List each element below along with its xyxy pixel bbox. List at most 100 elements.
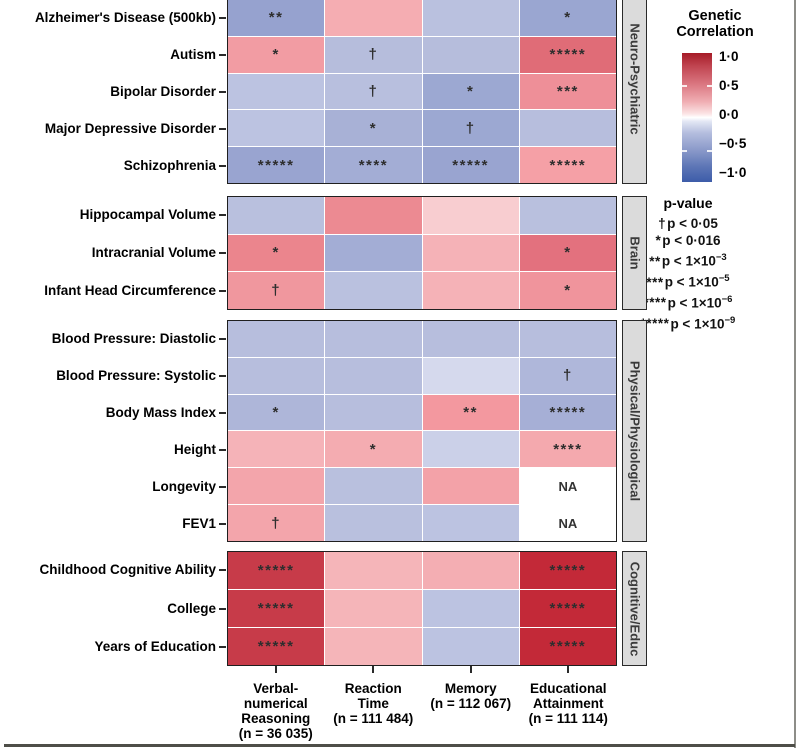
- heatmap-cell: †: [228, 505, 325, 541]
- pvalue-symbol: *: [655, 233, 662, 249]
- significance-mark: *: [564, 282, 572, 300]
- row-label: Hippocampal Volume: [79, 207, 216, 222]
- significance-mark: †: [271, 282, 282, 300]
- significance-mark: ****: [553, 440, 583, 458]
- heatmap-cell: [519, 197, 616, 234]
- colorbar-notch: [682, 149, 687, 152]
- heatmap-cell: **: [228, 0, 325, 36]
- heatmap-panel: ** * * † ***** † * *** * † ***** **** ***** *****: [227, 0, 617, 184]
- heatmap-cell: [325, 0, 422, 36]
- heatmap-cell: [422, 628, 519, 665]
- heatmap-panel: * * † *: [227, 196, 617, 310]
- y-axis-tick: [219, 607, 226, 610]
- panel-strip: Brain: [622, 196, 647, 310]
- panel-strip-label: Brain: [627, 236, 642, 270]
- y-axis-tick: [219, 54, 226, 57]
- na-label: NA: [558, 515, 578, 531]
- heatmap-cell: *: [228, 234, 325, 272]
- significance-mark: *****: [257, 562, 295, 579]
- significance-mark: *****: [549, 638, 587, 655]
- colorbar-tick-label: 0·5: [719, 78, 739, 93]
- pvalue-exponent: −6: [721, 293, 733, 305]
- row-label: College: [167, 600, 216, 616]
- column-label: Reaction Time (n = 111 484): [333, 681, 414, 726]
- significance-mark: *****: [549, 600, 587, 617]
- pvalue-symbol: †: [658, 216, 667, 231]
- significance-mark: *****: [257, 638, 295, 655]
- pvalue-text: p < 0·05: [667, 216, 718, 231]
- heatmap-cell: [422, 357, 519, 394]
- colorbar-tick-label: −1·0: [719, 165, 747, 180]
- heatmap-cell: *: [228, 394, 325, 431]
- column-label: Memory (n = 112 067): [430, 681, 512, 711]
- panel-strip-label: Physical/Physiological: [627, 360, 642, 502]
- heatmap-cell: [325, 394, 422, 431]
- image-bottom-border: [4, 744, 795, 747]
- column-label: Educational Attainment (n = 111 114): [528, 681, 608, 726]
- row-label: Blood Pressure: Systolic: [56, 367, 216, 383]
- pvalue-exponent: −5: [718, 273, 730, 285]
- significance-mark: *****: [549, 562, 587, 579]
- heatmap-panel: ***** ***** ***** ***** ***** *****: [227, 551, 617, 666]
- significance-mark: *: [466, 82, 475, 100]
- y-axis-tick: [219, 374, 226, 377]
- pvalue-text: p < 0·016: [662, 233, 721, 249]
- pvalue-text: p < 1×10: [661, 253, 716, 269]
- heatmap-cell: [325, 552, 422, 589]
- y-axis-tick: [219, 127, 226, 130]
- heatmap-cell: *****: [519, 628, 616, 665]
- heatmap-cell: *****: [228, 552, 325, 589]
- significance-mark: *: [564, 244, 572, 262]
- y-axis-tick: [219, 164, 226, 167]
- y-axis-tick: [219, 17, 226, 20]
- pvalue-legend-entry: *p < 0·016: [610, 232, 766, 249]
- pvalue-legend-entry: †p < 0·05: [610, 215, 766, 232]
- heatmap-cell: [228, 197, 325, 234]
- heatmap-cell: [228, 73, 325, 110]
- y-axis-tick: [219, 485, 226, 488]
- heatmap-cell: [422, 234, 519, 272]
- heatmap-cell: *: [325, 431, 422, 468]
- heatmap-cell: [228, 431, 325, 468]
- significance-mark: *: [272, 46, 280, 64]
- y-axis-tick: [219, 337, 226, 340]
- heatmap-cell: [422, 431, 519, 468]
- pvalue-symbol: ***: [646, 274, 664, 290]
- row-label: Autism: [170, 47, 216, 63]
- row-label: Alzheimer's Disease (500kb): [34, 10, 216, 26]
- heatmap-cell: *: [228, 36, 325, 73]
- significance-mark: *****: [452, 156, 489, 174]
- heatmap-cell: [325, 272, 422, 309]
- row-label: Intracranial Volume: [91, 245, 216, 260]
- heatmap-cell: [325, 234, 422, 272]
- heatmap-cell: †: [325, 73, 422, 110]
- heatmap-cell: *: [519, 234, 616, 272]
- heatmap-cell: **: [422, 394, 519, 431]
- y-axis-tick: [219, 252, 226, 254]
- row-label: Infant Head Circumference: [44, 283, 216, 298]
- pvalue-legend-entry: *****p < 1×10−9: [610, 312, 766, 333]
- y-axis-tick: [219, 448, 226, 451]
- heatmap-cell: [325, 357, 422, 394]
- y-axis-tick: [219, 569, 226, 572]
- heatmap-cell: *****: [422, 147, 519, 183]
- y-axis-tick: [219, 522, 226, 525]
- significance-mark: †: [368, 46, 379, 64]
- pvalue-legend: p-value †p < 0·05 *p < 0·016 **p < 1×10−3 *…: [610, 194, 766, 332]
- pvalue-text: p < 1×10: [667, 295, 722, 311]
- pvalue-exponent: −9: [724, 314, 736, 326]
- heatmap-cell: [422, 321, 519, 357]
- heatmap-cell: NA: [519, 468, 616, 505]
- heatmap-cell: *: [519, 272, 616, 309]
- column-label: Verbal- numerical Reasoning (n = 36 035): [238, 681, 313, 741]
- y-axis-tick: [219, 411, 226, 414]
- y-axis-tick: [219, 645, 226, 648]
- pvalue-legend-entry: ***p < 1×10−5: [610, 270, 766, 291]
- heatmap-cell: *****: [519, 552, 616, 589]
- row-label: Body Mass Index: [105, 404, 216, 420]
- heatmap-cell: [228, 357, 325, 394]
- y-axis-tick: [219, 214, 226, 216]
- x-axis-tick: [567, 666, 570, 673]
- heatmap-cell: *****: [228, 147, 325, 183]
- panel-strip: Physical/Physiological: [622, 320, 647, 542]
